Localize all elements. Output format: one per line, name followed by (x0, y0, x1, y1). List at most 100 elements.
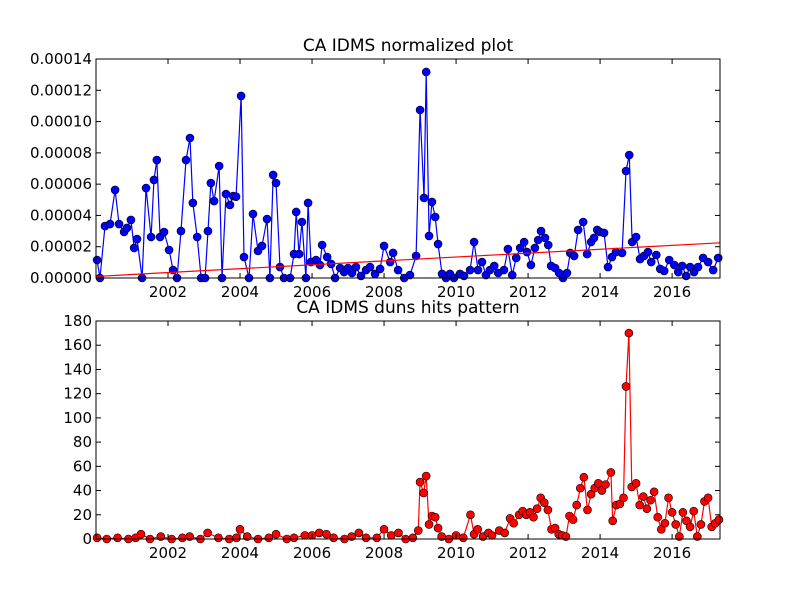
data-point (262, 214, 272, 224)
data-point (164, 245, 174, 255)
data-point (268, 170, 278, 180)
data-point (643, 247, 653, 257)
data-point (225, 200, 235, 210)
x-tick-label: 2014 (581, 283, 619, 301)
data-point (582, 249, 592, 259)
data-point (606, 468, 616, 477)
data-point (433, 239, 443, 249)
x-tick-label: 2006 (293, 283, 331, 301)
data-point (507, 270, 517, 280)
data-point (487, 531, 497, 540)
data-point (415, 105, 425, 115)
data-point (529, 512, 538, 522)
data-point (322, 252, 332, 262)
data-point (515, 243, 525, 253)
data-point (146, 232, 156, 242)
data-point (385, 257, 395, 267)
data-point (593, 478, 603, 488)
data-point (424, 520, 434, 529)
data-point (386, 531, 396, 540)
data-point (511, 253, 521, 263)
data-point (185, 133, 195, 143)
data-point (696, 520, 706, 529)
data-point (203, 528, 212, 538)
x-tick-label: 2010 (437, 283, 475, 301)
data-point (122, 223, 132, 233)
data-point (421, 67, 431, 77)
data-point (503, 244, 513, 254)
data-point (500, 528, 509, 538)
data-point (178, 533, 187, 543)
data-point (619, 493, 628, 503)
data-point (149, 175, 159, 185)
data-point (92, 255, 102, 265)
data-point (132, 234, 142, 244)
data-point (379, 241, 389, 251)
x-tick-label: 2016 (653, 283, 691, 301)
data-point (214, 161, 224, 171)
data-point (379, 525, 389, 534)
series-line (96, 242, 720, 278)
data-point (583, 505, 592, 515)
data-point (624, 328, 634, 338)
data-point (621, 166, 631, 176)
data-point (203, 226, 213, 236)
data-point (499, 265, 509, 275)
data-point (419, 488, 428, 498)
y-tick-label: 0.00000 (30, 269, 92, 287)
data-point (176, 226, 186, 236)
data-point (714, 515, 724, 524)
data-point (105, 219, 115, 229)
data-point (601, 480, 610, 489)
data-point (329, 533, 338, 543)
data-point (678, 508, 688, 517)
data-point (136, 529, 146, 539)
y-tick-label: 0.00004 (30, 206, 92, 224)
data-point (235, 525, 245, 534)
data-point (689, 506, 699, 516)
data-point (522, 247, 532, 257)
data-point (671, 520, 681, 529)
data-point (430, 212, 440, 222)
data-point (354, 528, 364, 538)
data-point (466, 510, 475, 520)
y-tick-label: 80 (73, 433, 92, 451)
data-point (617, 248, 627, 258)
data-point (575, 483, 585, 493)
data-point (608, 516, 617, 526)
y-tick-label: 140 (63, 360, 92, 378)
x-tick-label: 2016 (653, 544, 691, 562)
data-point (248, 209, 258, 219)
data-point (543, 240, 553, 250)
data-point (314, 528, 324, 538)
data-point (388, 248, 398, 258)
data-point (221, 189, 231, 199)
data-point (297, 217, 307, 227)
y-tick-label: 40 (73, 482, 92, 500)
data-point (603, 262, 613, 272)
data-point (573, 225, 583, 235)
data-point (257, 241, 267, 251)
data-point (375, 264, 385, 274)
data-point (660, 518, 670, 528)
data-point (509, 518, 518, 528)
data-point (473, 525, 482, 534)
x-tick-label: 2006 (293, 544, 331, 562)
data-point (141, 183, 151, 193)
data-point (646, 257, 656, 267)
data-point (539, 498, 549, 507)
data-point (649, 487, 659, 497)
data-point (322, 529, 331, 539)
data-point (526, 260, 536, 270)
data-point (624, 150, 634, 160)
data-point (530, 243, 540, 253)
data-point (430, 512, 440, 522)
data-point (419, 193, 429, 203)
data-point (459, 271, 469, 281)
data-point (667, 508, 677, 517)
data-point (685, 522, 695, 532)
data-point (489, 261, 499, 271)
data-point (159, 227, 169, 237)
data-point (599, 228, 609, 238)
data-point (631, 232, 641, 242)
